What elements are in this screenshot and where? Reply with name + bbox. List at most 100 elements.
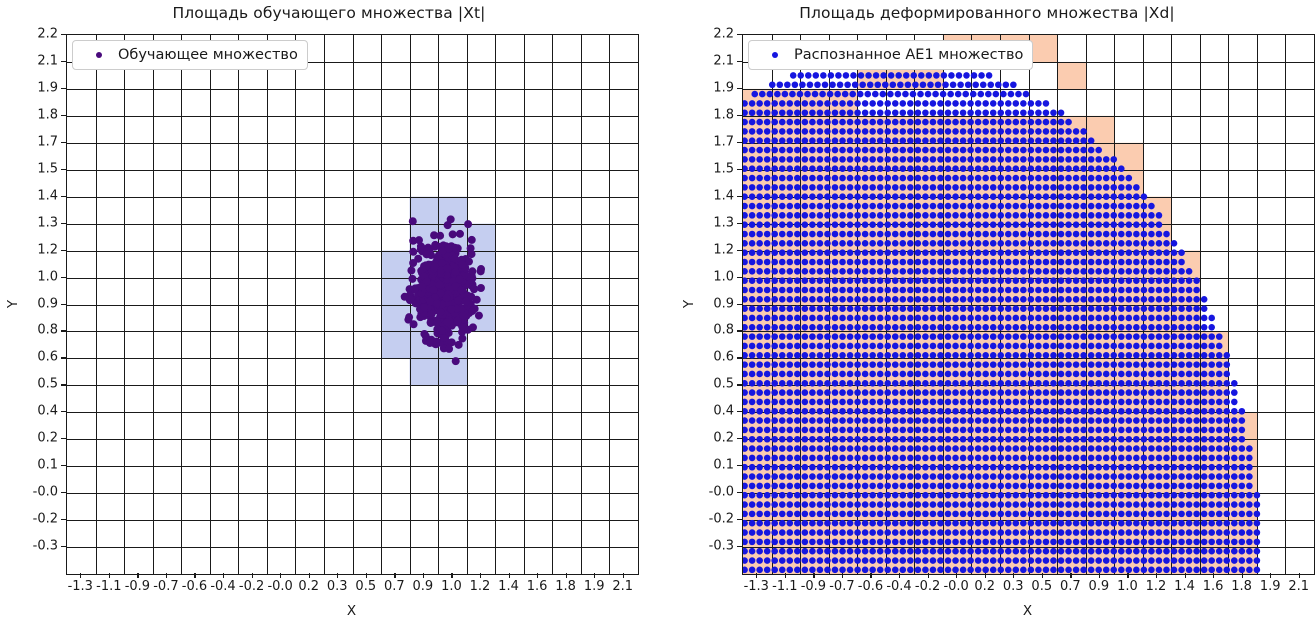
x-tick-mark bbox=[1184, 573, 1186, 578]
x-tick-mark bbox=[565, 573, 567, 578]
x-tick-mark bbox=[194, 573, 196, 578]
y-tick-label: -0.3 bbox=[708, 538, 734, 554]
y-tick-label: 1.4 bbox=[37, 188, 58, 204]
x-tick-label: 1.0 bbox=[1117, 579, 1138, 594]
y-tick-label: 0.8 bbox=[713, 322, 734, 338]
y-tick-label: 0.9 bbox=[37, 296, 58, 311]
x-tick-label: -0.7 bbox=[829, 579, 855, 594]
y-tick-label: 1.5 bbox=[713, 161, 734, 177]
x-tick-mark bbox=[137, 573, 139, 578]
y-tick-label: -0.0 bbox=[32, 484, 58, 500]
x-tick-label: 0.5 bbox=[355, 579, 377, 594]
y-tick-mark bbox=[61, 384, 66, 386]
legend-right[interactable]: Распознанное AE1 множество bbox=[748, 40, 1034, 70]
x-axis-label-right: X bbox=[1022, 603, 1033, 619]
y-tick-label: 1.8 bbox=[37, 107, 58, 123]
legend-left[interactable]: Обучающее множество bbox=[72, 40, 308, 70]
x-tick-mark bbox=[899, 573, 901, 578]
legend-dot-icon-training bbox=[96, 52, 102, 58]
y-tick-label: -0.3 bbox=[32, 538, 58, 554]
y-tick-label: 0.2 bbox=[37, 430, 58, 446]
x-tick-mark bbox=[1041, 573, 1043, 578]
legend-marker-wrap-left bbox=[82, 52, 116, 58]
x-tick-mark bbox=[165, 573, 168, 578]
y-tick-label: 0.5 bbox=[37, 376, 58, 392]
y-tick-label: 2.1 bbox=[713, 53, 734, 69]
x-tick-label: -1.1 bbox=[96, 579, 122, 594]
y-tick-label: 0.5 bbox=[713, 376, 734, 392]
x-tick-label: 2.1 bbox=[1288, 579, 1310, 594]
scatter-canvas-training bbox=[67, 35, 638, 574]
x-tick-label: 1.9 bbox=[1259, 579, 1281, 594]
x-tick-label: -0.4 bbox=[886, 579, 912, 594]
chart-title-left: Площадь обучающего множества |Xt| bbox=[172, 4, 486, 22]
panel-deformed-set: Площадь деформированного множества |Xd| … bbox=[658, 0, 1316, 626]
y-tick-label: 0.1 bbox=[37, 457, 58, 473]
y-tick-mark bbox=[737, 492, 742, 494]
y-tick-label: 0.6 bbox=[37, 349, 58, 365]
y-axis-label-left: Y bbox=[5, 299, 21, 308]
y-tick-label: -0.2 bbox=[708, 511, 734, 527]
x-tick-label: -1.1 bbox=[772, 579, 798, 594]
x-tick-mark bbox=[479, 573, 482, 578]
x-tick-label: 0.3 bbox=[1002, 579, 1024, 594]
x-tick-mark bbox=[594, 573, 596, 578]
x-tick-label: 0.9 bbox=[1088, 579, 1110, 594]
y-tick-label: 2.2 bbox=[713, 26, 734, 42]
y-tick-mark bbox=[737, 303, 742, 305]
x-tick-label: -0.9 bbox=[800, 579, 827, 594]
x-tick-mark bbox=[1155, 573, 1158, 578]
legend-label-training: Обучающее множество bbox=[118, 47, 298, 63]
x-tick-label: 1.6 bbox=[526, 579, 548, 594]
y-tick-mark bbox=[61, 492, 66, 494]
y-tick-label: 0.6 bbox=[713, 349, 734, 365]
chart-title-right: Площадь деформированного множества |Xd| bbox=[799, 4, 1175, 22]
y-tick-mark bbox=[61, 87, 66, 90]
y-tick-label: 1.7 bbox=[37, 134, 58, 150]
y-tick-mark bbox=[737, 411, 742, 413]
plot-area-left bbox=[66, 34, 639, 575]
y-axis-label-right: Y bbox=[681, 299, 697, 308]
x-tick-mark bbox=[1298, 573, 1300, 578]
x-tick-mark bbox=[337, 573, 339, 578]
y-tick-label: 1.2 bbox=[37, 242, 58, 258]
y-tick-label: 0.4 bbox=[713, 403, 734, 419]
x-tick-mark bbox=[80, 573, 82, 578]
y-tick-label: -0.2 bbox=[32, 511, 58, 527]
y-tick-mark bbox=[737, 276, 742, 278]
scatter-canvas-recognized bbox=[743, 35, 1314, 574]
x-tick-mark bbox=[1013, 573, 1015, 578]
x-tick-label: -1.3 bbox=[743, 579, 769, 594]
x-tick-mark bbox=[451, 573, 453, 578]
legend-marker-wrap-right bbox=[758, 52, 792, 58]
x-tick-mark bbox=[1241, 573, 1243, 578]
y-tick-label: 1.9 bbox=[37, 80, 58, 96]
legend-dot-icon-recognized bbox=[772, 52, 778, 58]
x-tick-mark bbox=[1070, 573, 1072, 578]
x-tick-label: 1.2 bbox=[469, 579, 491, 594]
y-tick-label: 0.1 bbox=[713, 457, 734, 473]
y-tick-mark bbox=[737, 438, 742, 440]
y-tick-mark bbox=[61, 249, 66, 251]
y-tick-mark bbox=[737, 330, 742, 332]
x-tick-label: -0.0 bbox=[267, 579, 293, 594]
x-tick-mark bbox=[508, 573, 510, 578]
x-tick-mark bbox=[394, 573, 396, 578]
y-tick-mark bbox=[737, 168, 742, 170]
y-tick-label: 2.2 bbox=[37, 26, 58, 42]
y-tick-mark bbox=[61, 330, 66, 332]
y-tick-mark bbox=[737, 357, 742, 359]
x-tick-label: 2.1 bbox=[612, 579, 634, 594]
x-tick-label: 1.4 bbox=[1174, 579, 1195, 594]
y-tick-mark bbox=[737, 519, 742, 521]
x-tick-label: 1.0 bbox=[441, 579, 462, 594]
y-tick-mark bbox=[737, 34, 742, 36]
y-tick-label: 1.0 bbox=[713, 269, 734, 285]
x-tick-mark bbox=[1127, 573, 1129, 578]
x-tick-label: 1.2 bbox=[1145, 579, 1167, 594]
x-tick-label: 0.3 bbox=[326, 579, 348, 594]
y-tick-mark bbox=[61, 546, 66, 548]
x-tick-mark bbox=[1213, 573, 1215, 578]
y-tick-mark bbox=[737, 384, 742, 386]
